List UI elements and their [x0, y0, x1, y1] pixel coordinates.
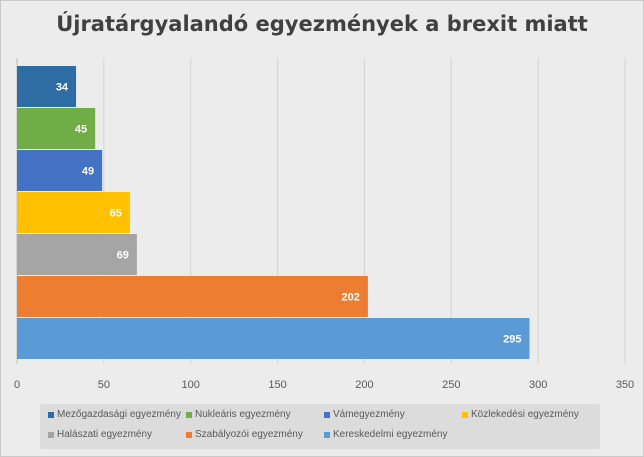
legend-swatch [186, 411, 192, 418]
legend-item: Nukleáris egyezmény [186, 409, 291, 420]
x-tick-label: 200 [355, 379, 373, 391]
legend-swatch [462, 411, 468, 418]
data-label: 295 [503, 334, 521, 346]
legend-label: Kereskedelmi egyezmény [333, 429, 448, 440]
plot-area: 0 50 100 150 200 250 300 350 34 45 49 65 69 202 295 [14, 58, 634, 391]
legend-item: Halászati egyezmény [48, 429, 152, 440]
legend-swatch [324, 431, 330, 438]
legend-label: Halászati egyezmény [57, 429, 153, 440]
bar [17, 108, 96, 149]
bar [17, 192, 130, 233]
x-tick-label: 250 [442, 379, 460, 391]
bar [17, 318, 530, 359]
legend-item: Szabályozói egyezmény [186, 429, 303, 440]
x-tick-label: 350 [616, 379, 634, 391]
legend-swatch [48, 411, 54, 418]
data-label: 65 [110, 208, 122, 220]
legend-label: Szabályozói egyezmény [195, 429, 303, 440]
data-label: 49 [82, 166, 94, 178]
bar [17, 234, 137, 275]
legend: Mezőgazdasági egyezmény Nukleáris egyezmé… [40, 404, 600, 449]
legend-label: Mezőgazdasági egyezmény [57, 409, 181, 420]
chart-title: Újratárgyalandó egyezmények a brexit mia… [56, 12, 588, 36]
legend-swatch [186, 431, 192, 438]
legend-row: Halászati egyezmény Szabályozói egyezmény… [40, 429, 600, 447]
legend-item: Közlekedési egyezmény [462, 409, 579, 420]
legend-swatch [48, 431, 54, 438]
x-tick-label: 50 [98, 379, 110, 391]
bar [17, 150, 103, 191]
legend-swatch [324, 411, 330, 418]
legend-label: Nukleáris egyezmény [195, 409, 291, 420]
data-label: 34 [56, 82, 69, 94]
legend-row: Mezőgazdasági egyezmény Nukleáris egyezmé… [40, 409, 600, 427]
data-label: 202 [342, 292, 360, 304]
x-tick-label: 0 [14, 379, 20, 391]
legend-item: Kereskedelmi egyezmény [324, 429, 448, 440]
data-label: 45 [75, 124, 87, 136]
x-tick-label: 150 [268, 379, 286, 391]
x-tick-label: 300 [529, 379, 547, 391]
legend-label: Vámegyezmény [333, 409, 405, 420]
bar [17, 66, 77, 107]
legend-label: Közlekedési egyezmény [471, 409, 579, 420]
legend-item: Mezőgazdasági egyezmény [48, 409, 181, 420]
x-tick-label: 100 [182, 379, 200, 391]
legend-item: Vámegyezmény [324, 409, 405, 420]
bar [17, 276, 368, 317]
data-label: 69 [117, 250, 129, 262]
